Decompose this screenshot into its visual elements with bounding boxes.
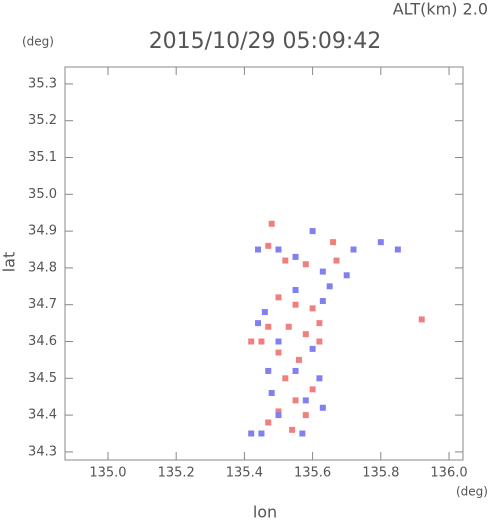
- echo-point: [316, 338, 323, 345]
- echo-point: [255, 320, 262, 327]
- echo-point: [309, 345, 316, 352]
- echo-point: [275, 294, 282, 301]
- echo-point: [302, 331, 309, 338]
- x-tick-label: 135.0: [89, 466, 126, 481]
- y-tick-label: 34.9: [28, 224, 57, 239]
- echo-point: [302, 412, 309, 419]
- echo-point: [292, 253, 299, 260]
- y-tick-label: 34.8: [28, 260, 57, 275]
- echo-point: [302, 397, 309, 404]
- echo-point: [265, 323, 272, 330]
- echo-point: [350, 246, 357, 253]
- chart-title: 2015/10/29 05:09:42: [149, 29, 382, 54]
- echo-point: [309, 305, 316, 312]
- echo-point: [309, 228, 316, 235]
- echo-point: [292, 397, 299, 404]
- y-tick-label: 35.2: [28, 113, 57, 128]
- x-tick-label: 135.8: [362, 466, 399, 481]
- y-unit: (deg): [22, 35, 54, 49]
- x-tick-label: 135.2: [158, 466, 195, 481]
- echo-point: [275, 246, 282, 253]
- echo-point: [255, 246, 262, 253]
- echo-point: [275, 408, 282, 415]
- echo-point: [394, 246, 401, 253]
- echo-point: [316, 320, 323, 327]
- echo-point: [330, 239, 337, 246]
- echo-point: [289, 426, 296, 433]
- echo-point: [258, 430, 265, 437]
- echo-point: [319, 268, 326, 275]
- echo-point: [295, 356, 302, 363]
- echo-point: [265, 242, 272, 249]
- echo-point: [258, 338, 265, 345]
- y-tick-label: 34.7: [28, 297, 57, 312]
- y-tick-label: 35.3: [28, 76, 57, 91]
- echo-point: [343, 272, 350, 279]
- altitude: ALT(km) 2.0: [393, 0, 488, 19]
- echo-point: [282, 257, 289, 264]
- echo-point: [302, 261, 309, 268]
- echo-point: [268, 220, 275, 227]
- echo-point: [333, 257, 340, 264]
- echo-point: [326, 283, 333, 290]
- echo-point: [319, 404, 326, 411]
- x-unit: (deg): [456, 485, 488, 499]
- y-tick-label: 35.0: [28, 187, 57, 202]
- echo-point: [292, 367, 299, 374]
- echo-point: [299, 430, 306, 437]
- x-axis-label: lon: [253, 503, 277, 522]
- x-tick-label: 136.0: [430, 466, 467, 481]
- echo-point: [292, 286, 299, 293]
- echo-point: [248, 338, 255, 345]
- y-tick-label: 34.3: [28, 444, 57, 459]
- echo-point: [265, 367, 272, 374]
- echo-point: [282, 375, 289, 382]
- echo-point: [268, 390, 275, 397]
- echo-point: [275, 338, 282, 345]
- y-tick-label: 34.5: [28, 371, 57, 386]
- echo-point: [319, 298, 326, 305]
- echo-point: [248, 430, 255, 437]
- y-tick-label: 34.4: [28, 408, 57, 423]
- x-tick-label: 135.4: [226, 466, 263, 481]
- echo-point: [418, 316, 425, 323]
- echo-point: [292, 301, 299, 308]
- echo-point: [275, 412, 282, 419]
- echo-point: [261, 309, 268, 316]
- echo-point: [309, 386, 316, 393]
- echo-point: [265, 419, 272, 426]
- echo-point: [377, 239, 384, 246]
- y-tick-label: 34.6: [28, 334, 57, 349]
- plot-frame: [64, 66, 464, 461]
- echo-point: [316, 375, 323, 382]
- y-axis-label: lat: [0, 252, 19, 273]
- echo-point: [285, 323, 292, 330]
- y-tick-label: 35.1: [28, 150, 57, 165]
- echo-point: [275, 349, 282, 356]
- x-tick-label: 135.6: [294, 466, 331, 481]
